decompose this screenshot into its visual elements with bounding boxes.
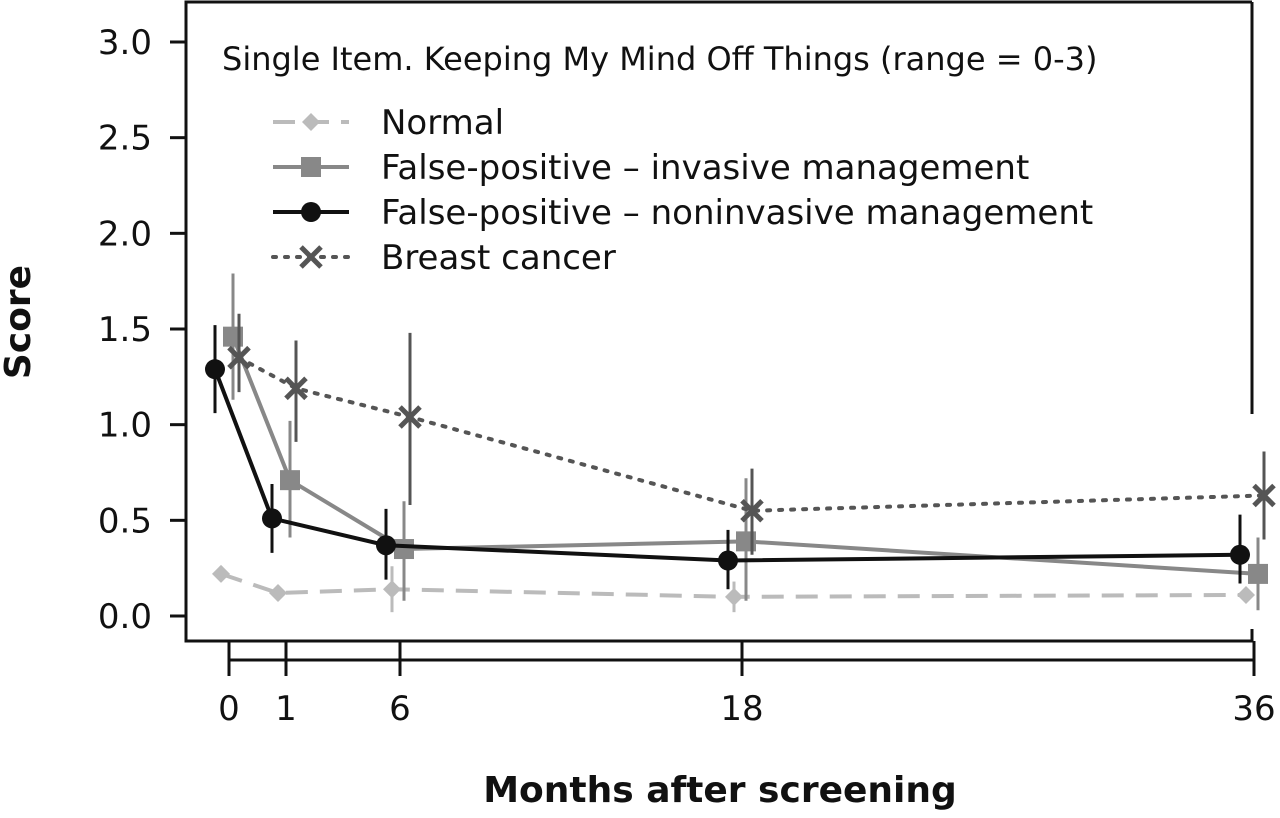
y-tick-label: 1.5 [98,310,152,350]
legend-swatch-marker [301,202,321,222]
legend-item-1: False-positive – invasive management [273,148,1029,188]
legend-label: Normal [381,103,504,143]
legend-label: False-positive – noninvasive management [381,193,1093,233]
data-point [398,405,422,429]
data-point [1252,483,1276,508]
y-tick-label: 3.0 [98,23,152,63]
data-point [280,470,300,491]
legend-label: Breast cancer [381,238,616,278]
series-3 [227,313,1276,555]
data-point [284,376,308,401]
data-point [227,345,251,370]
series-2 [205,325,1250,590]
data-point [376,535,396,556]
data-point [740,498,764,523]
legend-swatch-marker [302,113,320,131]
legend-swatch-marker [299,245,323,269]
legend-item-0: Normal [273,103,504,143]
data-point [394,539,414,560]
legend-label: False-positive – invasive management [381,148,1029,188]
data-point [1230,544,1250,565]
x-tick-label: 36 [1232,689,1275,729]
x-tick-label: 1 [275,689,297,729]
x-axis-label: Months after screening [483,770,957,811]
plot-frame [184,0,1254,643]
y-axis-label: Score [0,265,39,379]
y-tick-label: 0.5 [98,501,152,541]
data-point [725,587,743,606]
y-tick-label: 0.0 [98,597,152,637]
legend-swatch-marker [301,157,321,177]
legend-item-2: False-positive – noninvasive management [273,193,1093,233]
x-tick-label: 18 [720,689,763,729]
data-point [205,359,225,380]
x-tick-label: 0 [218,689,240,729]
data-point [212,564,230,583]
series-0 [212,564,1255,613]
data-point [383,580,401,599]
chart-title: Single Item. Keeping My Mind Off Things … [222,40,1097,78]
y-tick-label: 2.5 [98,119,152,159]
legend-item-3: Breast cancer [271,238,616,278]
x-tick-label: 6 [389,689,411,729]
series-1 [223,273,1268,611]
y-tick-label: 2.0 [98,214,152,254]
data-point [718,550,738,571]
data-point [1248,563,1268,584]
data-point [1237,585,1255,604]
data-point [269,584,287,603]
y-tick-label: 1.0 [98,406,152,446]
data-point [262,508,282,529]
